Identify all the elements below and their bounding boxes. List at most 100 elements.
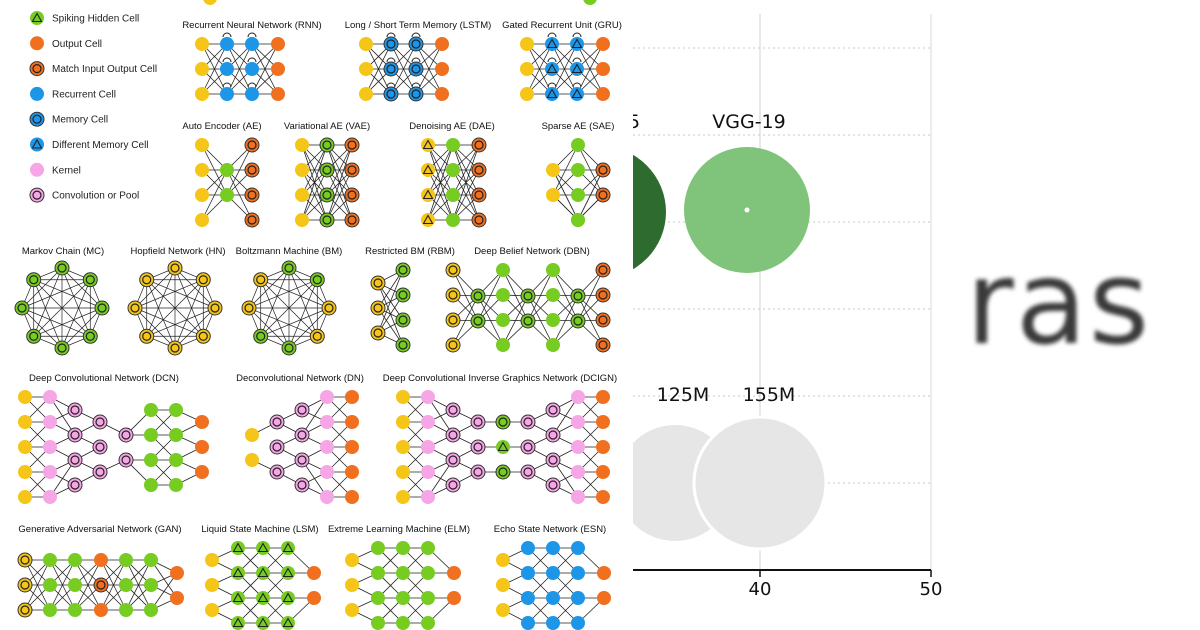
legend-swatch [29,187,45,203]
lsm-diagram [205,541,321,630]
network-node [294,477,310,493]
legend-swatch [30,162,44,177]
lstm-diagram [359,32,449,102]
network-node [320,490,334,504]
network-node [570,288,586,304]
network-node [471,162,487,178]
network-node [281,340,297,356]
model-bubble-chart-panel: 5 VGG-19 125M 155M 40 50 ras [633,0,1200,630]
network-node [421,490,435,504]
network-node [139,272,155,288]
network-title: Restricted BM (RBM) [365,246,455,257]
network-node [67,402,83,418]
network-title: Markov Chain (MC) [22,246,104,257]
network-node [294,427,310,443]
network-node [496,603,510,617]
network-node [319,137,335,153]
network-node [596,415,610,429]
network-node [220,37,234,51]
network-node [520,288,536,304]
network-node [345,390,359,404]
network-node [319,187,335,203]
network-node [435,37,449,51]
network-node [93,577,109,593]
network-node [18,415,32,429]
network-node [495,414,511,430]
network-node [396,415,410,429]
network-node [545,37,559,51]
dcn-diagram [18,390,209,504]
network-node [245,62,259,76]
network-node [17,577,33,593]
network-title: Gated Recurrent Unit (GRU) [502,20,622,31]
network-node [344,137,360,153]
network-node [396,440,410,454]
network-node [521,566,535,580]
legend-swatch [29,61,45,77]
network-node [571,390,585,404]
network-node [345,490,359,504]
network-node [471,137,487,153]
network-node [170,591,184,605]
network-node [596,62,610,76]
network-node [408,36,424,52]
partial-node [583,0,597,5]
network-node [195,213,209,227]
network-node [421,465,435,479]
network-node [220,62,234,76]
network-node [18,490,32,504]
network-node [294,402,310,418]
network-node [571,440,585,454]
network-node [596,37,610,51]
network-node [320,390,334,404]
network-node [546,616,560,630]
network-node [320,440,334,454]
network-node [18,390,32,404]
network-node [383,61,399,77]
network-node [371,566,385,580]
network-node [195,87,209,101]
network-title: Variational AE (VAE) [284,121,370,132]
legend-swatch [30,86,44,101]
network-node [445,402,461,418]
dae-diagram [421,137,487,228]
elm-diagram [345,541,461,630]
network-node [169,453,183,467]
network-node [231,591,245,605]
network-node [520,37,534,51]
network-node [344,162,360,178]
network-node [295,188,309,202]
network-node [345,553,359,567]
network-node [54,260,70,276]
network-node [244,187,260,203]
network-node [521,541,535,555]
network-node [520,313,536,329]
network-node [295,138,309,152]
network-node [571,541,585,555]
network-node [26,328,42,344]
network-node [253,272,269,288]
network-node [570,87,584,101]
network-title: Deep Belief Network (DBN) [474,246,590,257]
network-node [195,440,209,454]
network-title: Echo State Network (ESN) [494,524,606,535]
network-node [435,87,449,101]
network-node [395,262,411,278]
dcign-diagram [396,390,610,504]
network-node [546,591,560,605]
network-node [319,162,335,178]
bubble-155m[interactable] [692,415,828,551]
network-node [496,288,510,302]
network-node [18,440,32,454]
network-node [167,260,183,276]
network-node [309,272,325,288]
network-node [245,87,259,101]
network-node [195,328,211,344]
network-node [281,591,295,605]
network-node [169,403,183,417]
network-node [571,163,585,177]
network-node [169,428,183,442]
network-node [26,272,42,288]
network-node [370,325,386,341]
network-node [570,37,584,51]
